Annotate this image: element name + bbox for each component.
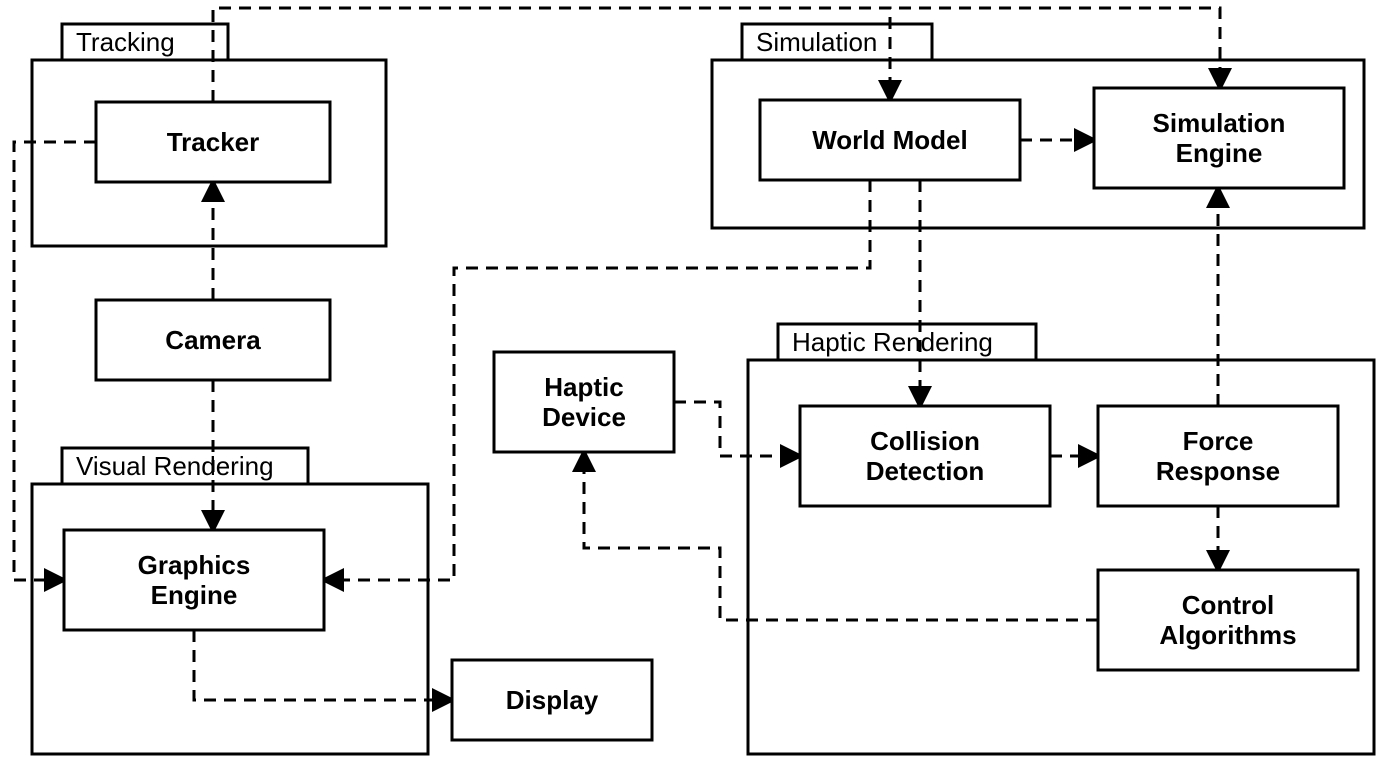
node-label-graphics_engine: GraphicsEngine (138, 550, 251, 610)
node-label-world_model: World Model (812, 125, 968, 155)
node-label-tracker: Tracker (167, 127, 260, 157)
container-label-simulation: Simulation (756, 27, 877, 57)
node-label-display: Display (506, 685, 599, 715)
node-label-camera: Camera (165, 325, 261, 355)
container-label-tracking: Tracking (76, 27, 175, 57)
container-label-visual_rendering: Visual Rendering (76, 451, 274, 481)
node-label-haptic_device: HapticDevice (542, 372, 626, 432)
node-label-collision_detection: CollisionDetection (866, 426, 984, 486)
architecture-diagram: Tracking Simulation Visual Rendering Haptic… (0, 0, 1398, 775)
container-label-haptic_rendering: Haptic Rendering (792, 327, 993, 357)
